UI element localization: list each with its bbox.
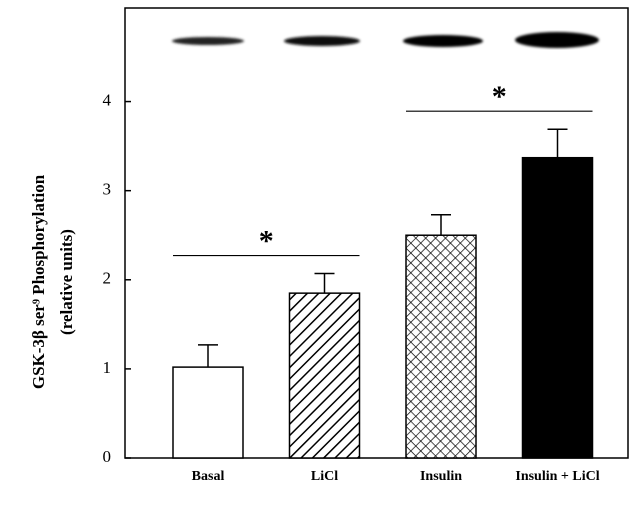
bar: [288, 292, 361, 459]
error-bar: [547, 128, 568, 158]
y-tick-label: 2: [103, 269, 112, 288]
error-bar: [198, 344, 218, 368]
y-tick-label: 0: [103, 447, 112, 466]
y-tick-label: 4: [103, 90, 112, 109]
x-tick-label: Insulin + LiCl: [515, 469, 600, 484]
x-tick-label: LiCl: [310, 469, 339, 484]
bar: [405, 234, 477, 459]
western-blot: [172, 32, 599, 48]
error-bar: [314, 272, 335, 294]
error-bar: [431, 213, 451, 236]
x-tick-label: Insulin: [419, 469, 463, 484]
plot-frame: [124, 7, 629, 459]
y-axis-label: (relative units): [57, 229, 76, 335]
bar: [521, 156, 594, 459]
x-tick-label: Basal: [191, 469, 225, 484]
y-axis-label: GSK-3β ser⁹ Phosphorylation: [29, 174, 48, 389]
significance-star: *: [492, 80, 507, 113]
significance-star: *: [259, 224, 274, 257]
y-tick-label: 3: [103, 180, 112, 199]
y-tick-label: 1: [103, 358, 112, 377]
bar: [172, 366, 244, 459]
